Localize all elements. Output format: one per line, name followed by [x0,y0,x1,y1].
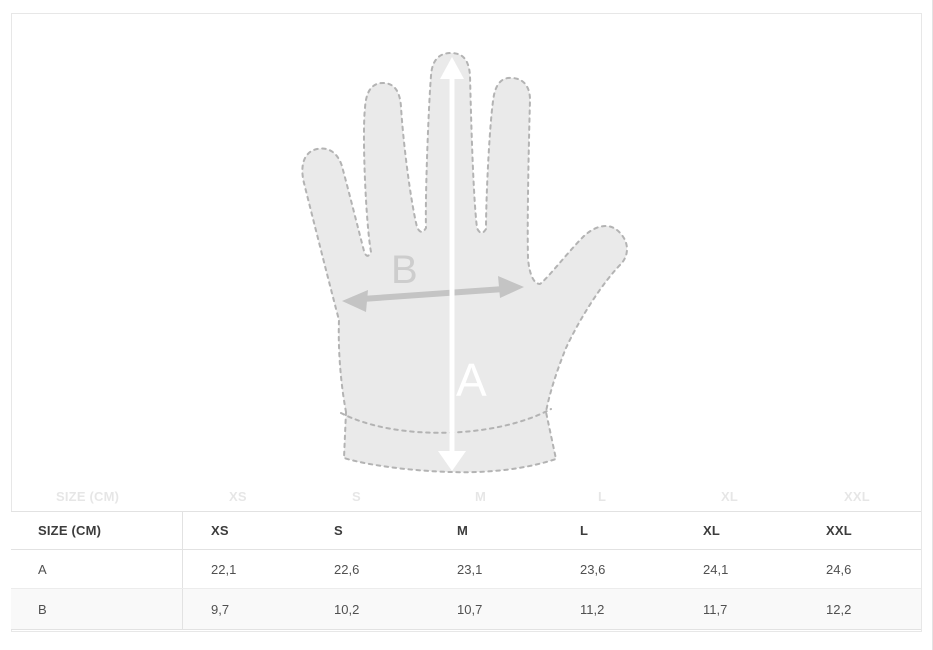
measure-a-label: A [456,354,487,406]
wrist-dashed-line [340,408,552,434]
size-table-header-row: SIZE (CM) XS S M L XL XXL [29,478,933,516]
row-b-value-s: 10,2 [334,601,360,617]
row-b-value-xxl: 12,2 [826,601,852,617]
header-cell-l: L [580,523,589,538]
table-row-a: A 22,1 22,6 23,1 23,6 24,1 24,6 [11,550,921,589]
header-cell-s: S [352,489,361,504]
table-row-b: B 9,7 10,2 10,7 11,2 11,7 12,2 [11,589,921,630]
header-cell-xs: XS [211,523,229,538]
row-b-value-xs: 9,7 [211,601,230,617]
header-cell-xxl: XXL [826,523,852,538]
header-cell-s: S [334,523,343,538]
header-cell-xs: XS [229,489,247,504]
width-arrow-b-left-head [342,290,368,312]
header-cell-m: M [457,523,469,538]
header-cell-size: SIZE (CM) [56,489,120,504]
row-a-value-m: 23,1 [457,561,483,577]
header-cell-size: SIZE (CM) [11,512,183,549]
width-arrow-b-right-head [498,276,524,298]
header-cell-m: M [475,489,487,504]
size-table-header-row: SIZE (CM) XS S M L XL XXL [11,512,921,550]
content-frame [11,13,922,632]
length-arrow-a-bottom-head [438,451,466,471]
size-table: SIZE (CM) XS S M L XL XXL A 22,1 22,6 23… [11,511,921,630]
width-arrow-b-shaft [361,286,505,302]
row-a-value-xl: 24,1 [703,561,729,577]
header-cell-xxl: XXL [844,489,870,504]
row-a-label: A [11,550,183,588]
measure-b-label: B [391,248,418,292]
row-b-value-xl: 11,7 [703,601,728,617]
header-cell-xl: XL [721,489,739,504]
header-cell-xl: XL [703,523,721,538]
width-arrow-b [342,276,524,312]
length-arrow-a [438,57,466,471]
header-cell-l: L [598,489,607,504]
row-a-value-xs: 22,1 [211,561,237,577]
row-b-value-m: 10,7 [457,601,483,617]
row-b-label: B [11,589,183,629]
row-a-value-xxl: 24,6 [826,561,852,577]
row-a-value-s: 22,6 [334,561,360,577]
row-b-value-l: 11,2 [580,601,605,617]
glove-outline [301,52,628,474]
length-arrow-a-top-head [440,57,464,79]
row-a-value-l: 23,6 [580,561,606,577]
